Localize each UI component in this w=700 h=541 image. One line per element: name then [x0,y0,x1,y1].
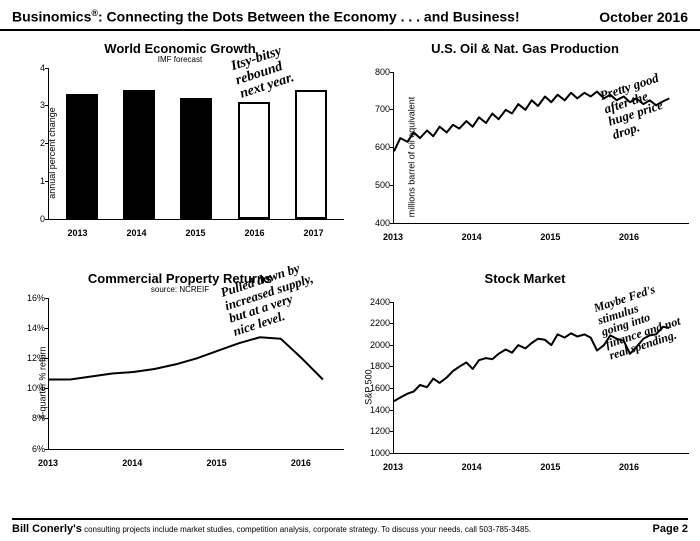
panel-commercial-property: Commercial Property Returns source: NCRE… [10,271,350,496]
header-date: October 2016 [599,9,688,25]
x-tick-label: 2014 [462,232,482,242]
y-tick-label: 600 [366,142,390,152]
bar [123,90,155,218]
line-svg [49,298,344,449]
chart-title: Commercial Property Returns [10,271,350,286]
x-tick-label: 2013 [383,462,403,472]
x-tick-label: 2016 [619,232,639,242]
brand: Businomics [12,9,91,25]
x-tick-label: 2016 [619,462,639,472]
y-tick-label: 4 [21,63,45,73]
y-tick-label: 2 [21,138,45,148]
header-left: Businomics®: Connecting the Dots Between… [12,8,520,25]
y-tick-label: 400 [366,218,390,228]
x-tick-label: 2015 [207,458,227,468]
plot-area: 400500600700800 [393,72,689,224]
x-tick-label: 2014 [126,228,146,238]
y-tick-label: 1800 [366,361,390,371]
charts-grid: World Economic Growth IMF forecast annua… [0,31,700,501]
plot-area: 01234 [48,68,344,220]
panel-oil-gas: U.S. Oil & Nat. Gas Production millions … [355,41,695,266]
x-tick-label: 2014 [122,458,142,468]
bars-container [49,68,344,219]
x-tick-label: 2013 [38,458,58,468]
y-tick-label: 2000 [366,340,390,350]
tagline: : Connecting the Dots Between the Econom… [98,9,520,25]
page-header: Businomics®: Connecting the Dots Between… [0,0,700,31]
x-tick-label: 2014 [462,462,482,472]
x-tick-label: 2015 [185,228,205,238]
chart-subtitle: source: NCREIF [10,285,350,294]
y-tick-label: 1400 [366,405,390,415]
x-tick-label: 2015 [540,462,560,472]
y-tick-label: 10% [21,383,45,393]
y-tick-label: 2400 [366,297,390,307]
y-tick-label: 2200 [366,318,390,328]
panel-world-growth: World Economic Growth IMF forecast annua… [10,41,350,266]
x-tick-label: 2013 [67,228,87,238]
y-tick-label: 1 [21,176,45,186]
y-tick-label: 16% [21,293,45,303]
x-tick-label: 2016 [291,458,311,468]
line-svg [394,302,689,453]
y-tick-label: 3 [21,100,45,110]
y-tick-label: 1600 [366,383,390,393]
y-tick-label: 8% [21,413,45,423]
x-tick-label: 2013 [383,232,403,242]
chart-subtitle: IMF forecast [10,55,350,64]
bar [66,94,98,219]
bar [295,90,327,218]
page-footer: Bill Conerly's consulting projects inclu… [12,518,688,535]
panel-stock-market: Stock Market S&P 500 1000120014001600180… [355,271,695,496]
footer-name: Bill Conerly's [12,523,82,535]
y-tick-label: 500 [366,180,390,190]
registered-mark: ® [91,8,98,18]
y-tick-label: 6% [21,444,45,454]
chart-title: Stock Market [355,271,695,286]
plot-area: 6%8%10%12%14%16% [48,298,344,450]
y-tick-label: 1200 [366,426,390,436]
x-tick-label: 2017 [303,228,323,238]
footer-page: Page 2 [653,523,688,535]
y-tick-label: 1000 [366,448,390,458]
chart-title: U.S. Oil & Nat. Gas Production [355,41,695,56]
y-tick-label: 12% [21,353,45,363]
chart-title: World Economic Growth [10,41,350,56]
y-tick-label: 0 [21,214,45,224]
y-tick-label: 700 [366,104,390,114]
bar [180,98,212,219]
line-svg [394,72,689,223]
x-tick-label: 2016 [244,228,264,238]
x-tick-label: 2015 [540,232,560,242]
footer-left: Bill Conerly's consulting projects inclu… [12,523,531,535]
footer-note: consulting projects include market studi… [82,525,531,534]
y-tick-label: 14% [21,323,45,333]
y-tick-label: 800 [366,67,390,77]
plot-area: 10001200140016001800200022002400 [393,302,689,454]
bar [238,102,270,219]
